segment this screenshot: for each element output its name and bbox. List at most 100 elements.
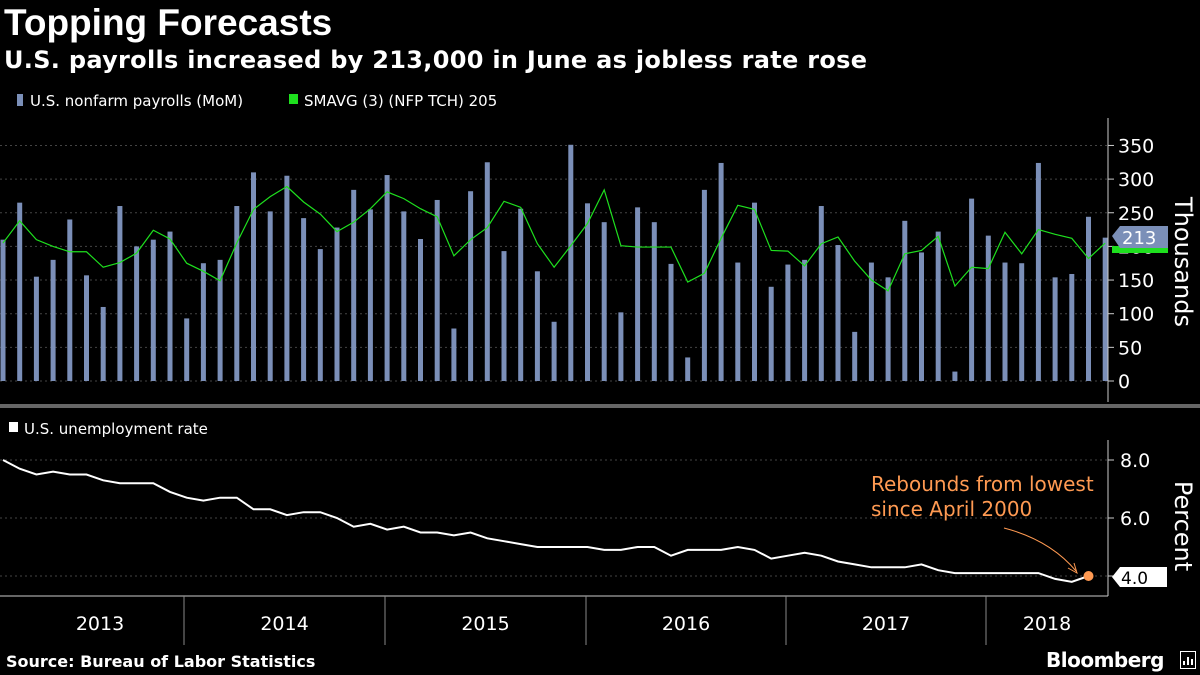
payroll-bar	[802, 259, 808, 381]
payroll-bar	[768, 286, 774, 381]
brand-icon-frame	[1180, 651, 1196, 669]
bloomberg-logo: Bloomberg	[1046, 648, 1164, 672]
panel-divider	[0, 404, 1200, 408]
payroll-bar	[568, 144, 574, 381]
payroll-bar	[752, 202, 757, 381]
payroll-bar	[351, 189, 357, 381]
payroll-bar	[1002, 262, 1008, 381]
payroll-bar	[284, 175, 290, 381]
payroll-bar	[534, 271, 540, 381]
sma-line	[2, 185, 1106, 292]
y-tick-label: 250	[1118, 203, 1154, 225]
legend-swatch-unemployment	[9, 422, 18, 432]
payrolls-bars	[0, 144, 1108, 381]
payroll-bar	[585, 203, 590, 381]
annotation-line-2: since April 2000	[871, 497, 1032, 521]
y-tick-label: 100	[1118, 304, 1154, 326]
x-axis-labels: 2013 2014 2015 2016 2017 2018	[76, 596, 1071, 645]
payroll-bar	[868, 262, 874, 381]
legend-swatch-payrolls	[17, 94, 23, 106]
legend-label-payrolls: U.S. nonfarm payrolls (MoM)	[30, 92, 243, 110]
unemployment-y-label: Percent	[1169, 481, 1197, 571]
payroll-bar	[484, 162, 490, 381]
payrolls-latest-tag	[1112, 226, 1168, 248]
y-tick-label: 350	[1118, 135, 1154, 157]
annotation-line-1: Rebounds from lowest	[871, 472, 1094, 496]
legend-label-sma: SMAVG (3) (NFP TCH) 205	[304, 92, 497, 110]
y-tick-label: 8.0	[1120, 450, 1150, 472]
payroll-bar	[735, 262, 741, 381]
payroll-bar	[902, 220, 908, 381]
payroll-bar	[551, 321, 557, 381]
payroll-bar	[935, 231, 941, 381]
unemployment-latest-dot	[1083, 571, 1094, 581]
unemployment-y-ticks: 6.0 8.0	[1108, 450, 1150, 577]
payroll-bar	[618, 312, 624, 381]
payroll-bar	[785, 264, 791, 381]
payroll-bar	[167, 231, 173, 381]
payroll-bar	[200, 263, 206, 381]
payroll-bar	[1102, 237, 1108, 381]
x-tick-label: 2013	[76, 613, 124, 635]
payroll-bar	[434, 199, 440, 381]
payroll-bar	[67, 219, 73, 381]
payroll-bar	[835, 245, 841, 381]
x-tick-label: 2015	[461, 613, 509, 635]
payroll-bar	[885, 277, 891, 381]
brand-icon-bars	[1183, 657, 1193, 665]
payroll-bar	[150, 239, 156, 381]
payrolls-latest-label: 213	[1122, 228, 1156, 249]
payroll-bar	[217, 259, 223, 381]
payroll-bar	[952, 371, 958, 381]
payroll-bar	[1052, 277, 1058, 381]
payroll-bar	[401, 211, 407, 381]
payroll-bar	[1019, 263, 1025, 381]
payroll-bar	[117, 206, 123, 381]
annotation-arrow	[1003, 527, 1077, 572]
payroll-bar	[301, 218, 307, 381]
annotation-arrowhead	[1067, 562, 1078, 575]
y-tick-label: 0	[1118, 371, 1130, 393]
chart-title: Topping Forecasts	[4, 2, 333, 43]
payroll-bar	[668, 263, 674, 381]
payroll-bar	[919, 252, 924, 381]
payroll-bar	[468, 191, 474, 381]
x-tick-label: 2016	[662, 613, 710, 635]
x-tick-label: 2017	[862, 613, 910, 635]
chart-subtitle: U.S. payrolls increased by 213,000 in Ju…	[4, 46, 868, 74]
payroll-bar	[1086, 216, 1091, 381]
payroll-bar	[367, 209, 373, 381]
payroll-bar	[635, 207, 641, 381]
payroll-bar	[100, 306, 106, 381]
payroll-bar	[818, 206, 824, 381]
unemployment-latest-label: 4.0	[1121, 569, 1148, 589]
x-tick-label: 2014	[260, 613, 308, 635]
payroll-bar	[969, 198, 975, 381]
payrolls-y-label: Thousands	[1169, 196, 1197, 327]
x-tick-label: 2018	[1023, 613, 1071, 635]
payroll-bar	[601, 222, 607, 381]
y-tick-label: 150	[1118, 270, 1154, 292]
unemployment-latest-tag	[1112, 567, 1167, 587]
brand-icon	[1180, 651, 1196, 669]
payroll-bar	[234, 206, 240, 381]
unemployment-legend: U.S. unemployment rate	[9, 420, 208, 438]
payroll-bar	[518, 208, 524, 381]
payroll-bar	[334, 227, 340, 381]
payroll-bar	[701, 189, 707, 381]
legend-swatch-sma	[289, 94, 298, 104]
source-note: Source: Bureau of Labor Statistics	[6, 652, 316, 671]
payroll-bar	[251, 172, 256, 381]
y-tick-label: 300	[1118, 169, 1154, 191]
payroll-bar	[317, 249, 323, 381]
legend-label-unemployment: U.S. unemployment rate	[24, 420, 208, 438]
payroll-bar	[718, 162, 724, 381]
payroll-bar	[134, 246, 140, 381]
payrolls-legend: U.S. nonfarm payrolls (MoM) SMAVG (3) (N…	[17, 92, 497, 110]
y-tick-label: 50	[1118, 337, 1142, 359]
payroll-bar	[651, 222, 657, 381]
payroll-bar	[501, 251, 507, 381]
unemployment-line	[2, 459, 1089, 583]
payroll-bar	[985, 235, 991, 381]
